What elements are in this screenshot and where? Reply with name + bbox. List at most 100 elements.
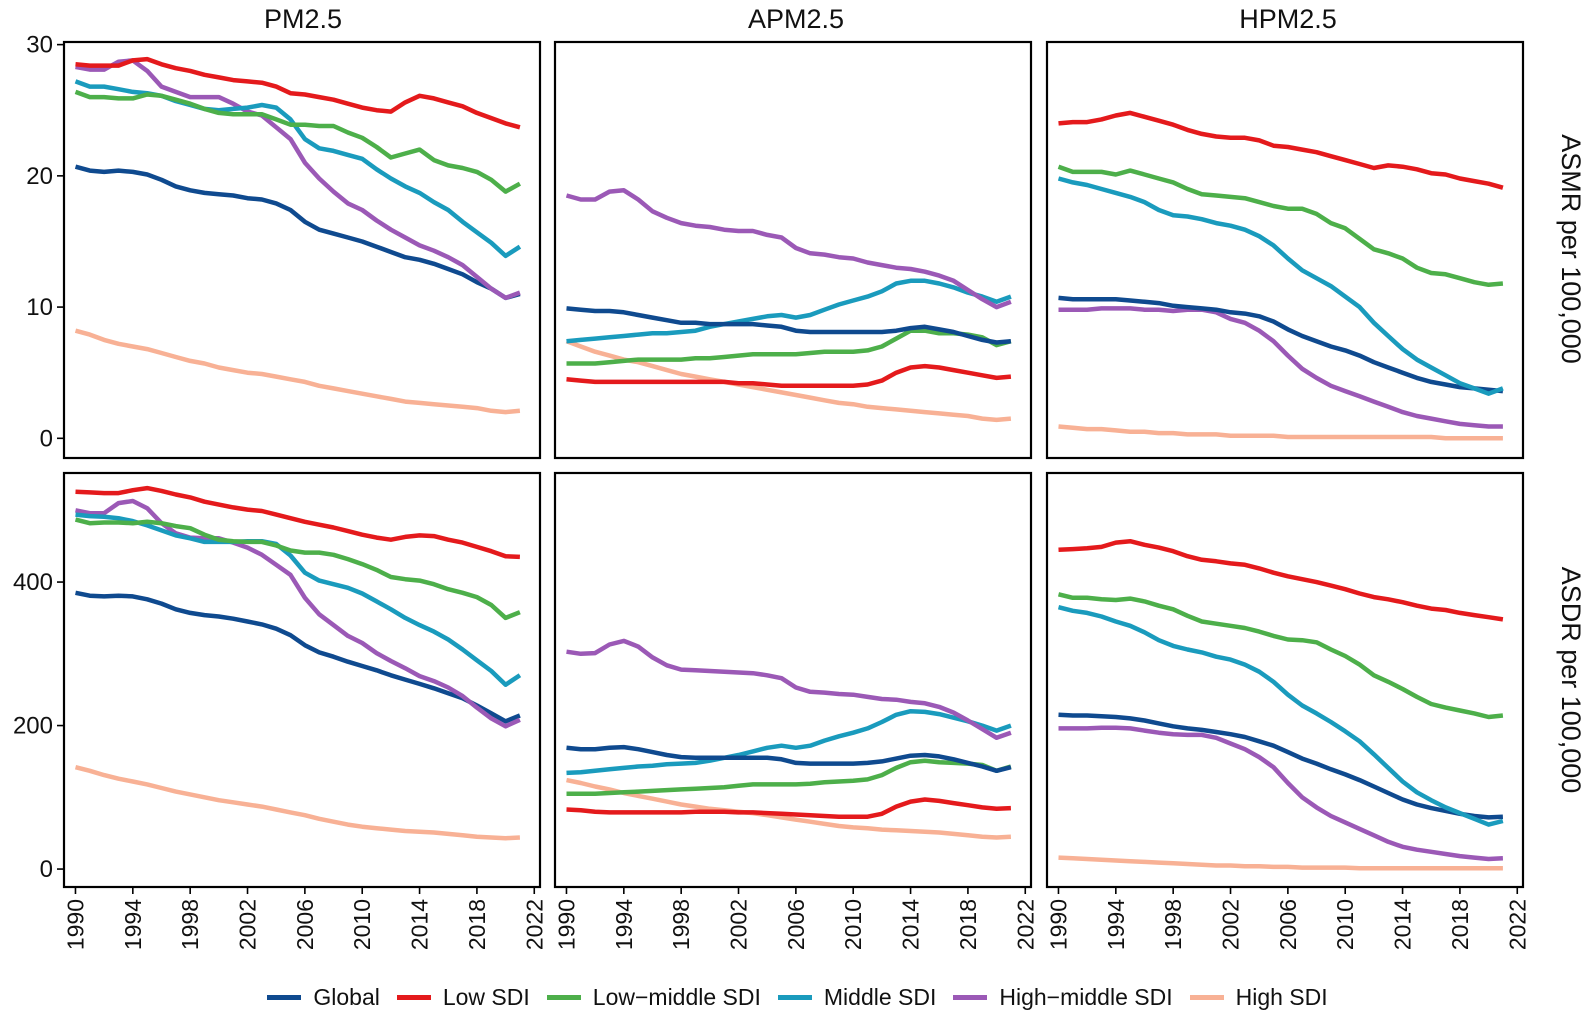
legend: Global Low SDI Low−middle SDI Middle SDI… [0,984,1595,1011]
panel-r1-c3 [1045,40,1525,460]
x-tick-label: 2006 [1275,899,1301,950]
series-line-middle-sdi [566,708,1012,776]
legend-swatch-high-middle-sdi [953,995,988,1000]
legend-label-global: Global [313,984,380,1010]
x-tick-label: 1994 [1103,899,1129,950]
series-line-global [566,306,1012,345]
panel-r1-c2 [553,40,1033,460]
series-line-low-middle-sdi [74,89,521,194]
series-line-low-sdi [75,485,521,560]
panel-frame [62,40,542,460]
panel-frame [553,471,1033,889]
series-line-high-middle-sdi [1058,725,1504,862]
x-tick-label: 2010 [840,899,866,950]
series-line-middle-sdi [75,512,522,687]
y-tick-label: 10 [26,294,53,321]
series-line-low-middle-sdi [566,328,1012,366]
series-line-low-sdi [566,363,1012,389]
series-line-global [1058,295,1504,394]
panel-r1-c1 [62,40,542,460]
series-line-high-sdi [74,765,521,841]
legend-item-high-middle-sdi: High−middle SDI [953,984,1173,1011]
row-title-asmr: ASMR per 100,000 [1556,134,1586,364]
x-tick-label: 2022 [521,899,547,950]
panel-frame [1045,40,1525,460]
x-tick-label: 2006 [292,899,318,950]
series-line-low-sdi [1058,538,1504,622]
x-tick-label: 2002 [235,899,261,950]
y-tick-label: 0 [40,425,53,452]
x-tick-label: 2002 [1218,899,1244,950]
panel-frame [553,40,1033,460]
x-tick-label: 1994 [611,899,637,950]
y-tick-label: 0 [40,856,53,883]
legend-swatch-middle-sdi [777,995,812,1000]
series-line-middle-sdi [1057,176,1504,396]
y-tick-label: 400 [13,569,53,596]
series-line-global [1058,712,1504,820]
series-line-high-sdi [74,328,521,415]
x-tick-label: 2022 [1012,899,1038,950]
x-tick-label: 2014 [898,899,924,950]
series-line-high-sdi [1058,855,1503,871]
x-tick-label: 2018 [464,899,490,950]
x-tick-label: 2010 [1332,899,1358,950]
x-tick-label: 1990 [553,899,579,950]
x-tick-label: 1998 [668,899,694,950]
legend-item-global: Global [267,984,380,1011]
legend-swatch-low-middle-sdi [546,995,581,1000]
series-line-low-sdi [566,797,1012,819]
x-tick-label: 1998 [1160,899,1186,950]
legend-item-low-sdi: Low SDI [396,984,530,1011]
series-line-global [74,164,521,301]
legend-item-middle-sdi: Middle SDI [777,984,937,1011]
column-title-pm25: PM2.5 [264,4,342,34]
column-title-apm25: APM2.5 [748,4,844,34]
panel-frame [62,471,542,889]
series-line-high-middle-sdi [75,498,521,729]
series-line-low-sdi [1058,110,1504,190]
legend-label-low-middle-sdi: Low−middle SDI [592,984,761,1010]
legend-item-low-middle-sdi: Low−middle SDI [546,984,761,1011]
x-tick-label: 1990 [1045,899,1071,950]
series-line-global [75,590,521,724]
legend-label-middle-sdi: Middle SDI [823,984,937,1010]
x-tick-label: 2002 [726,899,752,950]
y-tick-label: 30 [26,32,53,59]
series-line-low-sdi [75,56,521,130]
x-tick-label: 1994 [120,899,146,950]
x-tick-label: 2022 [1504,899,1530,950]
series-line-low-middle-sdi [1057,164,1504,288]
series-line-middle-sdi [566,278,1012,344]
x-tick-label: 1990 [62,899,88,950]
series-line-low-middle-sdi [74,517,521,621]
column-title-hpm25: HPM2.5 [1239,4,1337,34]
x-tick-label: 2014 [407,899,433,950]
series-line-high-middle-sdi [1058,306,1503,429]
legend-swatch-high-sdi [1189,995,1224,1000]
x-tick-label: 2014 [1390,899,1416,950]
series-line-low-middle-sdi [566,758,1012,796]
x-tick-label: 2006 [783,899,809,950]
series-line-low-middle-sdi [1057,592,1504,720]
series-line-high-middle-sdi [75,58,521,301]
series-line-middle-sdi [74,79,522,259]
series-line-high-sdi [566,777,1012,840]
panel-r2-c2 [553,471,1033,889]
y-tick-label: 20 [26,163,53,190]
legend-label-high-sdi: High SDI [1235,984,1328,1010]
x-tick-label: 2018 [1447,899,1473,950]
series-line-high-middle-sdi [566,638,1012,741]
series-line-middle-sdi [1057,605,1504,827]
panel-r2-c1 [62,471,542,889]
legend-label-high-middle-sdi: High−middle SDI [999,984,1173,1010]
x-tick-label: 2010 [349,899,375,950]
series-line-high-sdi [565,339,1012,423]
legend-swatch-global [267,995,302,1000]
series-line-high-sdi [1058,424,1503,441]
y-tick-label: 200 [13,713,53,740]
legend-label-low-sdi: Low SDI [442,984,530,1010]
x-tick-label: 2018 [955,899,981,950]
series-line-high-middle-sdi [565,188,1012,310]
